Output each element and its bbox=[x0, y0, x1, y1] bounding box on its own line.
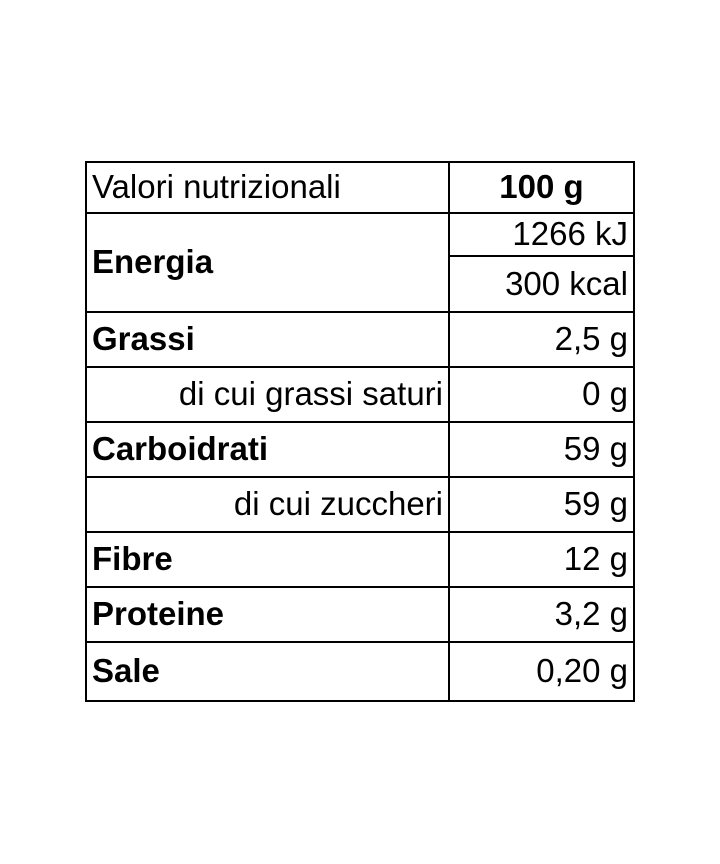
row-value: 0,20 g bbox=[448, 641, 635, 702]
energy-label: Energia bbox=[85, 212, 450, 313]
row-label: Sale bbox=[85, 641, 450, 702]
energy-row-kj: Energia 1266 kJ bbox=[85, 212, 635, 313]
table-row-saturated-fat: di cui grassi saturi 0 g bbox=[85, 366, 635, 423]
energy-kj-value: 1266 kJ bbox=[448, 212, 635, 257]
energy-row-kcal: 300 kcal bbox=[86, 255, 635, 313]
serving-size-header: 100 g bbox=[448, 161, 635, 214]
row-sublabel: di cui zuccheri bbox=[85, 476, 450, 533]
row-label: Grassi bbox=[85, 311, 450, 368]
row-sublabel: di cui grassi saturi bbox=[85, 366, 450, 423]
row-value: 12 g bbox=[448, 531, 635, 588]
table-row-protein: Proteine 3,2 g bbox=[85, 586, 635, 643]
row-label: Proteine bbox=[85, 586, 450, 643]
energy-kcal-value: 300 kcal bbox=[448, 255, 635, 313]
row-value: 59 g bbox=[448, 421, 635, 478]
table-title: Valori nutrizionali bbox=[85, 161, 450, 214]
table-row-sugars: di cui zuccheri 59 g bbox=[85, 476, 635, 533]
table-row-salt: Sale 0,20 g bbox=[85, 641, 635, 702]
row-label: Carboidrati bbox=[85, 421, 450, 478]
table-row-carbohydrates: Carboidrati 59 g bbox=[85, 421, 635, 478]
row-label: Fibre bbox=[85, 531, 450, 588]
row-value: 59 g bbox=[448, 476, 635, 533]
nutrition-table: Valori nutrizionali 100 g Energia 1266 k… bbox=[85, 161, 635, 702]
table-row-fat: Grassi 2,5 g bbox=[85, 311, 635, 368]
row-value: 2,5 g bbox=[448, 311, 635, 368]
row-value: 3,2 g bbox=[448, 586, 635, 643]
row-value: 0 g bbox=[448, 366, 635, 423]
table-row-fibre: Fibre 12 g bbox=[85, 531, 635, 588]
table-header-row: Valori nutrizionali 100 g bbox=[85, 161, 635, 214]
